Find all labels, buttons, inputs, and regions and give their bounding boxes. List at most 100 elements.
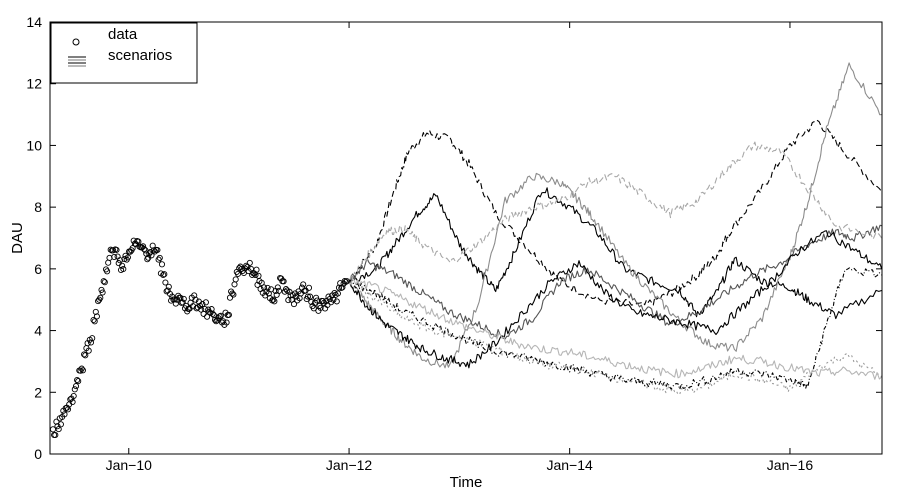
x-tick-label: Jan−10 <box>106 457 153 473</box>
data-point-texture <box>158 261 166 268</box>
data-point-texture <box>61 411 68 418</box>
data-point-texture <box>180 295 187 302</box>
data-point-texture <box>319 297 326 305</box>
data-point-texture <box>285 297 292 304</box>
data-point-texture <box>140 243 147 250</box>
data-point-texture <box>258 279 265 286</box>
y-tick-label: 2 <box>34 384 42 400</box>
data-point-texture <box>97 294 104 301</box>
data-point-texture <box>53 418 60 425</box>
data-point-texture <box>308 298 315 306</box>
scenario-line-5 <box>348 141 883 282</box>
data-point-texture <box>90 316 97 324</box>
plot-frame <box>49 21 883 455</box>
axes: 0 2 4 6 8 10 12 14 Jan−10 Jan−12 Jan−14 Jan−16 <box>26 14 883 473</box>
scenario-lines <box>348 62 883 396</box>
data-point-texture <box>280 278 287 285</box>
data-point-texture <box>305 284 313 291</box>
data-point-texture <box>225 311 232 318</box>
data-point-texture <box>232 276 239 283</box>
data-point-texture <box>93 313 100 320</box>
scenario-line-1 <box>348 119 883 306</box>
data-point-texture <box>231 281 238 288</box>
data-point-texture <box>84 340 91 347</box>
data-point-texture <box>304 293 311 300</box>
legend-scenarios-marker <box>68 56 86 67</box>
scenario-line-2 <box>348 187 882 320</box>
data-point-texture <box>136 243 143 250</box>
data-point-texture <box>149 242 156 249</box>
data-point-texture <box>70 392 77 400</box>
data-point-texture <box>107 246 114 253</box>
scenario-line-4 <box>348 224 882 340</box>
data-point-texture <box>217 312 224 319</box>
legend-data-label: data <box>108 26 138 43</box>
data-point-texture <box>286 288 293 295</box>
data-point-texture <box>310 305 317 312</box>
scenario-line-7 <box>348 279 883 396</box>
x-tick-label: Jan−14 <box>546 457 593 473</box>
data-point-texture <box>75 378 82 385</box>
data-point-texture <box>332 291 339 298</box>
y-tick-label: 0 <box>34 446 42 462</box>
data-point-texture <box>104 268 111 275</box>
data-point-texture <box>121 255 128 263</box>
data-point-texture <box>199 301 206 308</box>
data-point-texture <box>275 287 283 294</box>
data-point-texture <box>111 253 118 261</box>
scenario-line-8 <box>348 267 883 390</box>
scenario-line-3 <box>348 62 882 369</box>
data-point-texture <box>290 301 298 308</box>
data-point-texture <box>148 252 155 259</box>
data-point-texture <box>166 290 174 297</box>
data-point-texture <box>147 249 154 256</box>
data-point-texture <box>272 287 279 295</box>
x-tick-label: Jan−16 <box>767 457 814 473</box>
data-point <box>293 293 300 300</box>
data-point-texture <box>154 246 161 254</box>
data-point-texture <box>161 271 168 278</box>
data-point-texture <box>144 256 151 263</box>
data-point-texture <box>335 284 343 291</box>
scenario-line-6 <box>348 230 883 369</box>
data-point-texture <box>223 319 230 326</box>
data-point-texture <box>292 290 299 297</box>
data-point-texture <box>246 259 253 266</box>
data-point-texture <box>71 386 78 393</box>
data-point-texture <box>200 310 207 317</box>
data-point-texture <box>74 376 81 384</box>
data-point-texture <box>89 335 96 342</box>
data-point-texture <box>327 299 335 306</box>
data-point-texture <box>116 257 123 264</box>
data-point <box>54 423 61 430</box>
y-tick-label: 6 <box>34 261 42 277</box>
data-point-texture <box>230 291 237 298</box>
data-point <box>220 318 227 325</box>
data-point <box>82 352 89 359</box>
data-point-texture <box>314 297 321 304</box>
data-point-texture <box>301 287 308 295</box>
data-point-texture <box>202 299 209 306</box>
data-point-texture <box>165 283 172 290</box>
data-point-texture <box>204 313 211 320</box>
data-point-texture <box>124 254 131 261</box>
data-point-texture <box>209 310 216 317</box>
y-tick-label: 8 <box>34 199 42 215</box>
data-point-texture <box>295 288 302 295</box>
x-tick-label: Jan−12 <box>326 457 373 473</box>
data-point-texture <box>211 316 219 323</box>
data-point-texture <box>101 279 108 286</box>
data-point-texture <box>342 278 349 285</box>
data-point <box>100 278 107 285</box>
data-point <box>72 383 80 390</box>
data-point-texture <box>92 308 99 315</box>
data-point-texture <box>263 288 270 295</box>
y-axis-label: DAU <box>9 222 26 254</box>
data-point-texture <box>341 278 348 285</box>
data-point-texture <box>87 339 95 346</box>
data-point-texture <box>120 265 127 273</box>
data-point-texture <box>78 365 85 372</box>
data-point-texture <box>162 279 169 286</box>
data-point-texture <box>113 246 120 253</box>
